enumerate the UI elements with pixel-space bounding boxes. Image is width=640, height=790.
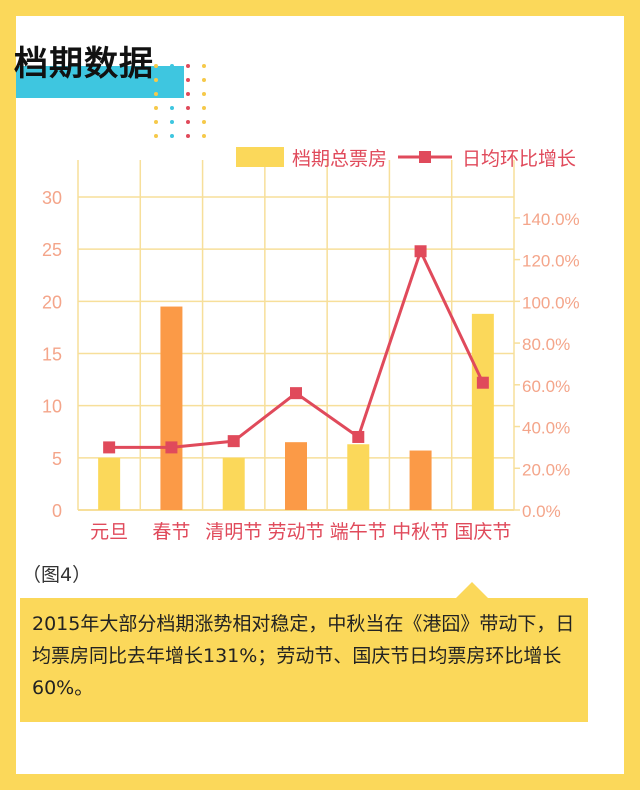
legend-bar-swatch [236,147,284,167]
growth-point-1 [103,441,116,454]
decorative-dot [202,64,206,68]
y-left-tick-label: 20 [42,292,62,312]
decorative-dot [186,120,190,124]
decorative-dot [154,64,158,68]
decorative-dot [186,78,190,82]
decorative-dot [186,134,190,138]
title-block: 档期数据 [14,36,206,138]
y-left-tick-label: 0 [52,501,62,521]
x-tick-label: 端午节 [330,521,387,543]
decorative-dot [170,92,174,96]
decorative-dot [186,64,190,68]
growth-point-4 [290,387,302,400]
decorative-dot [170,106,174,110]
x-tick-label: 元旦 [90,521,128,543]
decorative-dot [154,134,158,138]
y-right-tick-label: 140.0% [522,210,580,229]
decorative-dot [202,106,206,110]
decorative-dot [170,134,174,138]
decorative-dot [202,120,206,124]
x-tick-label: 中秋节 [392,521,449,543]
figure-caption: （图4） [22,564,92,586]
x-tick-label: 清明节 [205,521,262,543]
y-right-tick-label: 40.0% [522,419,570,438]
y-left-tick-label: 30 [42,188,62,208]
y-left-tick-label: 10 [42,397,62,417]
decorative-dot [154,92,158,96]
y-right-tick-label: 100.0% [522,293,580,312]
x-tick-label: 国庆节 [454,521,511,543]
decorative-dot [186,106,190,110]
decorative-dot [202,134,206,138]
decorative-dot [154,120,158,124]
y-right-tick-label: 80.0% [522,335,570,354]
combo-chart: 0 5 10 15 20 25 30 0.0% 20.0% 40.0% 60.0% 80.0% 100.… [42,147,580,543]
y-left-tick-label: 25 [42,240,62,260]
x-tick-label: 劳动节 [267,521,324,543]
note-pointer [456,582,488,598]
bar-6 [409,450,432,510]
decorative-dot [170,64,174,68]
bar-1 [98,457,121,510]
growth-point-6 [414,245,427,258]
bar-5 [347,444,370,510]
decorative-dot [170,78,174,82]
bar-7 [471,313,494,510]
note-box: 2015年大部分档期涨势相对稳定，中秋当在《港囧》带动下，日均票房同比去年增长1… [20,582,588,722]
decorative-dot [186,92,190,96]
decorative-dot [154,78,158,82]
growth-point-3 [227,435,240,448]
legend-line-marker [419,151,431,163]
growth-point-7 [476,376,489,389]
note-text: 2015年大部分档期涨势相对稳定，中秋当在《港囧》带动下，日均票房同比去年增长1… [32,613,575,699]
decorative-dot [154,106,158,110]
y-right-tick-label: 60.0% [522,377,570,396]
bar-2 [160,306,183,510]
y-right-tick-label: 120.0% [522,252,580,271]
growth-point-2 [165,441,178,454]
y-left-tick-label: 15 [42,345,62,365]
bar-4 [285,442,307,510]
page-title: 档期数据 [14,44,154,84]
growth-point-5 [352,430,365,443]
y-right-tick-label: 20.0% [522,460,570,479]
decorative-dot [202,78,206,82]
x-tick-label: 春节 [152,521,190,543]
bar-3 [222,457,245,510]
y-left-tick-label: 5 [52,449,62,469]
legend-line-label: 日均环比增长 [462,148,576,170]
legend-bar-label: 档期总票房 [292,148,387,170]
decorative-dot [202,92,206,96]
decorative-dot [170,120,174,124]
y-right-tick-label: 0.0% [522,502,561,521]
